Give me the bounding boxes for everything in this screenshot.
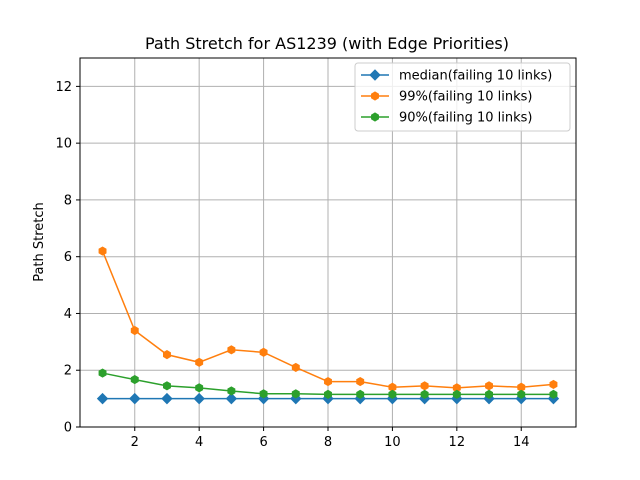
data-point: [420, 381, 429, 391]
data-point: [193, 392, 205, 405]
x-tick-label: 2: [131, 435, 139, 450]
data-point: [98, 246, 107, 256]
y-axis-label: Path Stretch: [32, 202, 47, 282]
y-tick-label: 10: [55, 137, 72, 152]
data-point: [485, 389, 493, 399]
data-point: [452, 389, 461, 399]
data-point: [225, 392, 238, 405]
data-point: [549, 389, 558, 399]
data-point: [227, 386, 236, 396]
data-point: [420, 389, 429, 399]
y-tick-label: 6: [64, 250, 72, 265]
legend-label: 90%(failing 10 links): [399, 111, 532, 126]
data-point: [485, 381, 493, 391]
data-point: [130, 325, 139, 336]
x-tick-label: 14: [513, 435, 530, 450]
legend-label: 99%(failing 10 links): [399, 90, 532, 105]
data-point: [96, 392, 109, 405]
data-point: [163, 381, 171, 391]
series-group: [96, 246, 560, 405]
legend: median(failing 10 links) 99%(failing 10 l…: [354, 62, 571, 132]
legend-marker: [369, 69, 381, 81]
data-point: [324, 377, 332, 387]
x-tick-label: 10: [384, 435, 401, 450]
x-tick-label: 4: [195, 435, 203, 450]
legend-marker: [371, 91, 379, 101]
legend-box: [354, 62, 571, 132]
y-tick-label: 8: [64, 193, 72, 208]
data-point: [356, 389, 365, 399]
data-point: [356, 377, 365, 387]
data-point: [259, 347, 268, 357]
data-point: [130, 375, 139, 385]
x-tick-label: 6: [259, 435, 267, 450]
data-point: [195, 357, 204, 367]
data-point: [259, 389, 268, 399]
data-point: [195, 383, 204, 393]
y-tick-label: 12: [55, 80, 72, 95]
data-point: [161, 392, 173, 405]
x-tick-label: 8: [324, 435, 332, 450]
data-point: [227, 345, 236, 355]
legend-label: median(failing 10 links): [399, 69, 552, 84]
data-point: [98, 368, 107, 378]
y-tick-label: 4: [64, 307, 72, 322]
y-tick-label: 2: [64, 364, 72, 379]
data-point: [291, 362, 300, 372]
data-point: [291, 389, 300, 399]
legend-marker: [371, 112, 379, 122]
data-point: [388, 389, 397, 399]
x-tick-label: 12: [449, 435, 466, 450]
data-point: [549, 379, 558, 389]
axis-ticks: 2 4 6 8 10 12 14 0 2 4 6 8 10 12: [55, 80, 529, 450]
series-1: [98, 246, 558, 393]
data-point: [324, 389, 332, 399]
chart-title: Path Stretch for AS1239 (with Edge Prior…: [145, 34, 509, 53]
data-point: [517, 389, 526, 399]
y-tick-label: 0: [64, 421, 72, 436]
data-point: [129, 392, 141, 405]
series-2: [98, 368, 558, 399]
data-point: [163, 350, 171, 360]
